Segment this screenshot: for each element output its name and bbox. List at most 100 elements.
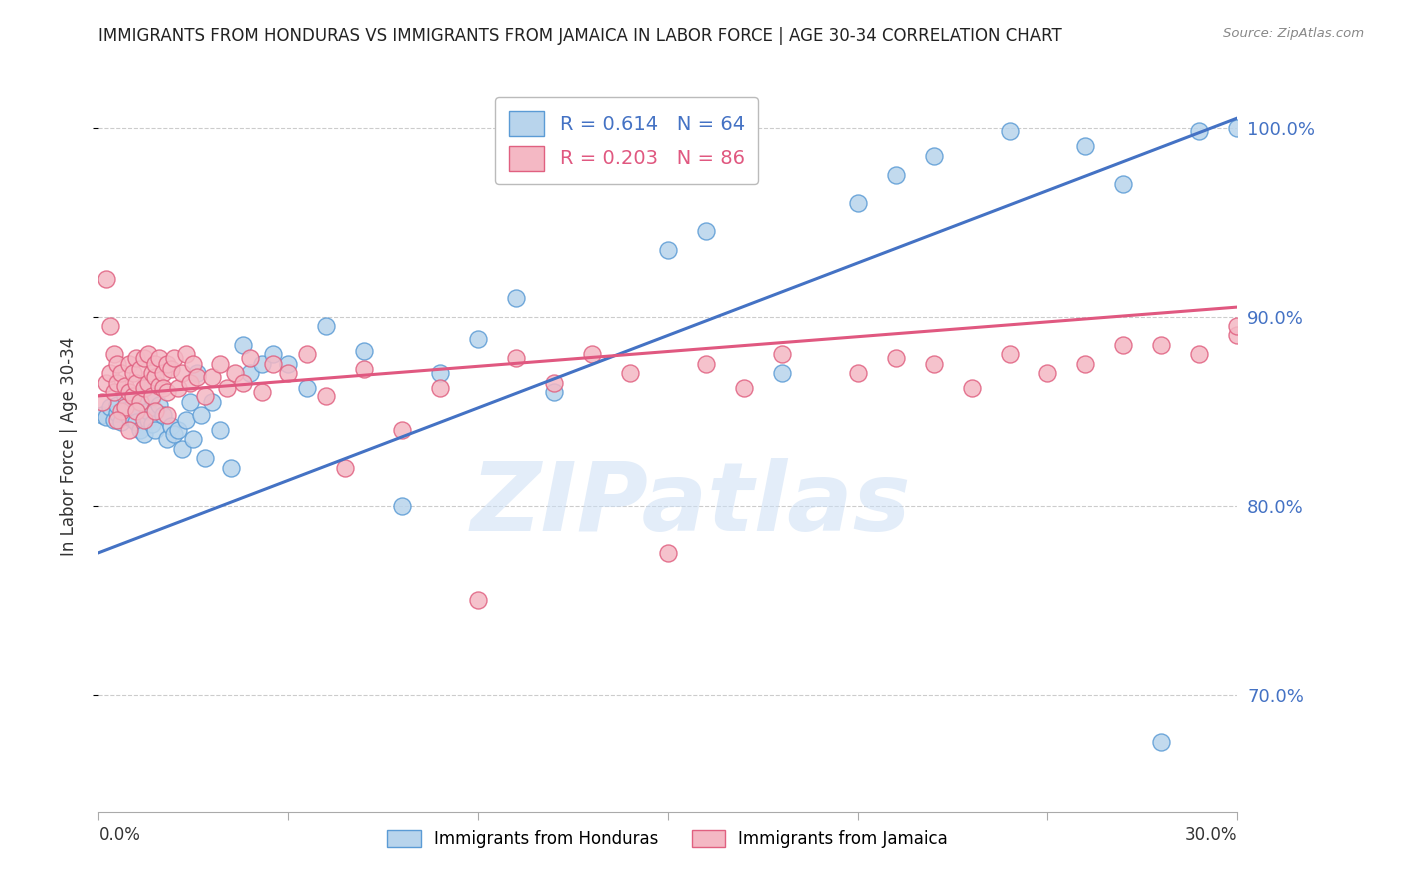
Point (118, 423, 141, 437)
Point (960, 381, 983, 395)
Point (114, 379, 136, 393)
Point (543, 376, 565, 390)
Point (232, 376, 254, 390)
Point (156, 408, 179, 422)
Point (132, 413, 155, 427)
Point (217, 381, 239, 395)
Point (391, 499, 413, 513)
Point (733, 381, 755, 395)
Point (277, 357, 299, 371)
Point (141, 366, 163, 380)
Point (118, 409, 141, 424)
Point (884, 351, 907, 365)
Point (114, 401, 136, 415)
Point (467, 332, 489, 346)
Point (1188, 124, 1211, 138)
Point (110, 366, 132, 380)
Point (186, 370, 208, 384)
Point (250, 357, 273, 371)
Point (1150, 735, 1173, 749)
Point (110, 416, 132, 430)
Point (353, 343, 375, 358)
Point (183, 433, 205, 447)
Point (179, 394, 201, 409)
Point (136, 413, 159, 427)
Point (156, 433, 179, 447)
Point (1226, 328, 1249, 343)
Point (114, 404, 136, 418)
Point (145, 357, 167, 371)
Point (174, 413, 197, 427)
Point (167, 381, 190, 395)
Point (103, 385, 125, 400)
Point (107, 376, 129, 390)
Point (194, 389, 217, 403)
Point (1226, 120, 1249, 135)
Point (770, 347, 793, 361)
Point (1150, 338, 1173, 352)
Point (94, 409, 117, 424)
Point (224, 366, 246, 380)
Point (657, 244, 679, 258)
Point (505, 291, 527, 305)
Point (129, 423, 152, 437)
Point (152, 408, 174, 422)
Point (179, 376, 201, 390)
Legend: Immigrants from Honduras, Immigrants from Jamaica: Immigrants from Honduras, Immigrants fro… (381, 823, 955, 855)
Point (152, 366, 174, 380)
Point (1074, 139, 1097, 153)
Point (121, 389, 143, 403)
Point (429, 381, 451, 395)
Text: 0.0%: 0.0% (98, 826, 141, 845)
Point (125, 351, 148, 365)
Point (159, 362, 181, 376)
Point (107, 406, 129, 420)
Point (107, 398, 129, 412)
Point (98, 318, 121, 333)
Point (132, 351, 155, 365)
Point (148, 379, 170, 393)
Point (118, 357, 141, 371)
Point (846, 196, 869, 211)
Text: ZIPatlas: ZIPatlas (471, 458, 911, 551)
Text: Source: ZipAtlas.com: Source: ZipAtlas.com (1223, 27, 1364, 40)
Point (201, 394, 224, 409)
Point (208, 357, 231, 371)
Point (619, 366, 641, 380)
Point (125, 416, 148, 430)
Point (277, 366, 299, 380)
Point (505, 351, 527, 365)
Point (183, 357, 205, 371)
Point (201, 370, 224, 384)
Point (103, 347, 125, 361)
Point (170, 366, 193, 380)
Y-axis label: In Labor Force | Age 30-34: In Labor Force | Age 30-34 (59, 336, 77, 556)
Point (107, 357, 129, 371)
Point (163, 426, 186, 441)
Point (152, 381, 174, 395)
Point (353, 362, 375, 376)
Point (998, 124, 1021, 138)
Point (145, 404, 167, 418)
Point (136, 404, 159, 418)
Point (846, 366, 869, 380)
Point (998, 347, 1021, 361)
Point (141, 391, 163, 405)
Point (163, 351, 186, 365)
Point (1112, 338, 1135, 352)
Point (125, 402, 148, 417)
Point (136, 376, 159, 390)
Point (315, 318, 337, 333)
Point (141, 389, 163, 403)
Point (156, 357, 179, 371)
Point (156, 385, 179, 400)
Point (125, 376, 148, 390)
Point (148, 351, 170, 365)
Point (145, 423, 167, 437)
Point (1074, 357, 1097, 371)
Point (103, 413, 125, 427)
Point (695, 357, 717, 371)
Point (114, 389, 136, 403)
Point (186, 366, 208, 380)
Point (262, 347, 284, 361)
